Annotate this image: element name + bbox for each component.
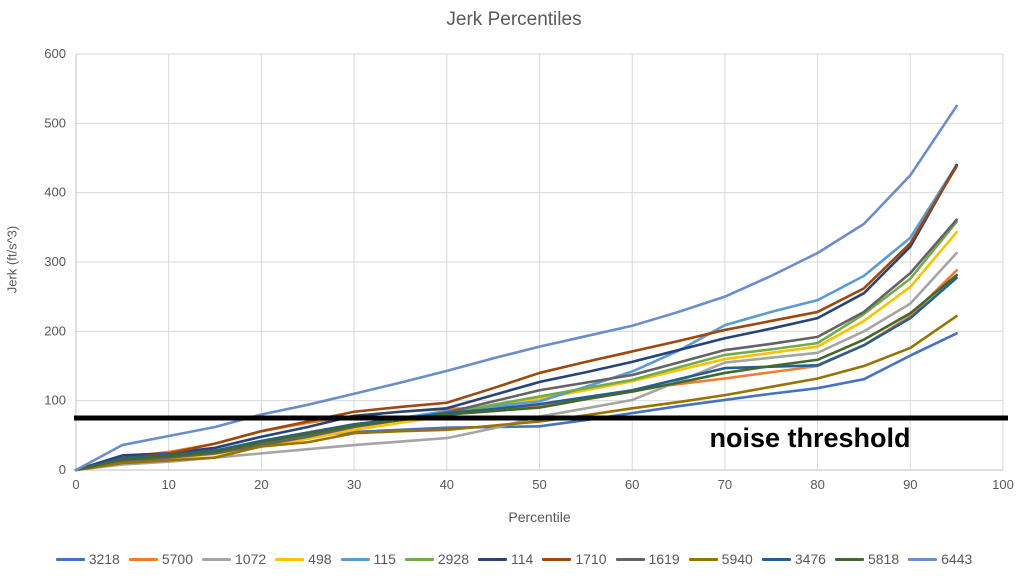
legend-line-swatch [834,557,864,561]
legend: 3218 5700 1072 498 115 2928 114 1710 1619 5940 347… [0,551,1028,567]
legend-label: 498 [308,551,332,567]
legend-line-swatch [615,557,645,561]
legend-label: 2928 [437,551,470,567]
series-line-6443 [74,104,958,472]
plot-area: 0 10 20 30 40 50 60 70 80 90 100 0 100 200 300 400 500 60… [44,46,1014,492]
legend-line-swatch [202,557,232,561]
x-tick-label: 10 [161,477,175,492]
x-tick-label: 20 [254,477,268,492]
legend-label: 114 [511,551,534,567]
x-tick-label: 70 [718,477,732,492]
legend-item-1619[interactable]: 1619 [615,551,680,567]
legend-label: 3476 [794,551,826,567]
legend-label: 5700 [161,551,194,567]
legend-label: 6443 [941,551,973,567]
legend-label: 5940 [721,551,753,567]
legend-item-498[interactable]: 498 [275,551,332,567]
x-tick-label: 30 [347,477,361,492]
legend-item-1710[interactable]: 1710 [542,551,607,567]
series-line-1619 [74,218,958,472]
series-line-114 [74,163,958,472]
legend-line-swatch [55,557,85,561]
x-axis-title: Percentile [508,509,571,525]
y-tick-label: 400 [44,185,66,200]
x-tick-label: 80 [810,477,824,492]
legend-line-swatch [908,557,938,561]
legend-item-5700[interactable]: 5700 [128,551,194,567]
y-tick-label: 300 [44,254,66,269]
legend-label: 5818 [867,551,900,567]
legend-label: 1072 [235,551,267,567]
y-tick-label: 600 [44,46,66,61]
legend-item-3476[interactable]: 3476 [761,551,826,567]
legend-line-swatch [688,557,718,561]
y-tick-label: 100 [44,393,66,408]
x-tick-label: 40 [440,477,454,492]
series-line-3476 [74,276,958,472]
legend-item-115[interactable]: 115 [340,551,396,567]
legend-line-swatch [478,557,508,561]
legend-item-5940[interactable]: 5940 [688,551,753,567]
legend-label: 1710 [575,551,607,567]
legend-item-3218[interactable]: 3218 [55,551,120,567]
legend-label: 1619 [648,551,680,567]
legend-label: 115 [373,551,396,567]
legend-line-swatch [761,557,791,561]
noise-threshold-label: noise threshold [709,423,911,453]
series-line-5940 [74,314,958,472]
x-tick-label: 0 [72,477,79,492]
legend-item-114[interactable]: 114 [478,551,533,567]
legend-line-swatch [275,557,305,561]
legend-item-5818[interactable]: 5818 [834,551,900,567]
series-line-1710 [74,165,958,472]
legend-item-2928[interactable]: 2928 [404,551,470,567]
legend-line-swatch [128,557,158,561]
series-line-5818 [74,273,958,472]
x-tick-label: 50 [532,477,546,492]
y-tick-label: 200 [44,323,66,338]
legend-item-6443[interactable]: 6443 [908,551,972,567]
legend-line-swatch [404,557,434,561]
legend-label: 3218 [88,551,120,567]
x-tick-label: 60 [625,477,639,492]
x-tick-label: 100 [992,477,1014,492]
legend-line-swatch [340,557,370,561]
x-tick-label: 90 [903,477,917,492]
y-tick-label: 500 [44,115,66,130]
y-tick-label: 0 [59,462,66,477]
legend-item-1072[interactable]: 1072 [202,551,266,567]
legend-line-swatch [542,557,572,561]
chart-title: Jerk Percentiles [446,9,582,30]
